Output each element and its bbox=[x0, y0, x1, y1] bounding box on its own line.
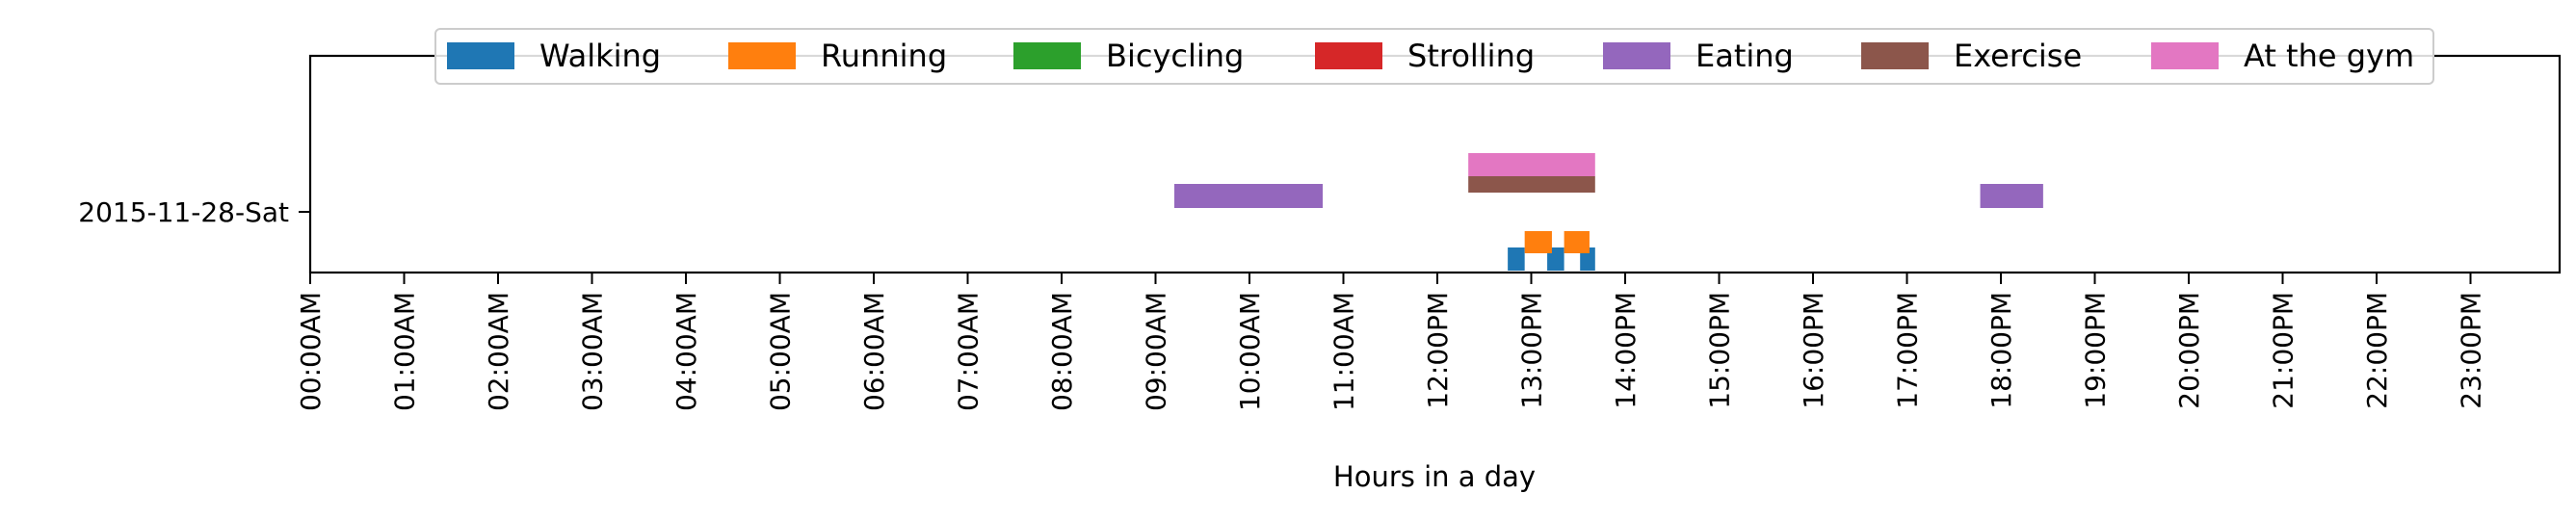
x-tick-label: 10:00AM bbox=[1234, 292, 1266, 411]
legend-label-running: Running bbox=[821, 38, 947, 74]
x-axis: 00:00AM 01:00AM 02:00AM 03:00AM 04:00AM 05:00… bbox=[295, 273, 2487, 411]
legend-label-at-the-gym: At the gym bbox=[2244, 38, 2414, 74]
bar-exercise-0 bbox=[1468, 176, 1595, 193]
plot-frame bbox=[308, 54, 2562, 274]
legend-label-bicycling: Bicycling bbox=[1106, 38, 1244, 74]
x-tick-label: 14:00PM bbox=[1610, 292, 1642, 409]
x-tick-label: 05:00AM bbox=[765, 292, 797, 411]
x-tick-label: 11:00AM bbox=[1328, 292, 1360, 411]
x-tick-label: 18:00PM bbox=[1985, 292, 2017, 409]
x-tick-label: 01:00AM bbox=[389, 292, 421, 411]
x-tick-label: 07:00AM bbox=[953, 292, 985, 411]
x-tick-label: 09:00AM bbox=[1141, 292, 1172, 411]
legend-swatch-running bbox=[728, 42, 796, 69]
x-tick-label: 16:00PM bbox=[1798, 292, 1829, 409]
bar-running-0 bbox=[1524, 231, 1552, 253]
legend-swatch-strolling bbox=[1315, 42, 1382, 69]
legend-swatch-at-the-gym bbox=[2151, 42, 2219, 69]
bar-eating-0 bbox=[1174, 184, 1324, 208]
legend-swatch-exercise bbox=[1861, 42, 1929, 69]
legend-label-strolling: Strolling bbox=[1407, 38, 1535, 74]
x-tick-label: 15:00PM bbox=[1704, 292, 1736, 409]
y-axis: 2015-11-28-Sat bbox=[78, 196, 310, 228]
legend-swatch-eating bbox=[1603, 42, 1670, 69]
x-axis-label: Hours in a day bbox=[1333, 460, 1536, 493]
x-tick-label: 23:00PM bbox=[2456, 292, 2487, 409]
legend-label-exercise: Exercise bbox=[1954, 38, 2082, 74]
y-tick-label: 2015-11-28-Sat bbox=[78, 196, 289, 228]
legend-swatch-bicycling bbox=[1013, 42, 1081, 69]
legend: Walking Running Bicycling Strolling Eating Ex… bbox=[434, 28, 2434, 85]
x-tick-label: 17:00PM bbox=[1892, 292, 1924, 409]
x-tick-label: 04:00AM bbox=[670, 292, 702, 411]
bar-at-the-gym-0 bbox=[1468, 153, 1595, 176]
x-tick-label: 21:00PM bbox=[2268, 292, 2300, 409]
legend-label-walking: Walking bbox=[539, 38, 661, 74]
bar-eating-1 bbox=[1980, 184, 2043, 208]
bar-running-1 bbox=[1564, 231, 1590, 253]
x-tick-label: 19:00PM bbox=[2080, 292, 2112, 409]
x-tick-label: 12:00PM bbox=[1422, 292, 1454, 409]
x-tick-label: 22:00PM bbox=[2361, 292, 2393, 409]
x-tick-label: 02:00AM bbox=[483, 292, 514, 411]
bar-walking-0 bbox=[1508, 247, 1525, 271]
legend-box bbox=[434, 28, 2434, 85]
bars-layer bbox=[1174, 153, 2043, 271]
x-tick-label: 03:00AM bbox=[577, 292, 609, 411]
legend-swatch-walking bbox=[447, 42, 514, 69]
x-tick-label: 06:00AM bbox=[858, 292, 890, 411]
x-tick-label: 08:00AM bbox=[1046, 292, 1078, 411]
legend-label-eating: Eating bbox=[1695, 38, 1794, 74]
x-tick-label: 20:00PM bbox=[2173, 292, 2205, 409]
x-tick-label: 00:00AM bbox=[295, 292, 327, 411]
x-tick-label: 13:00PM bbox=[1516, 292, 1548, 409]
